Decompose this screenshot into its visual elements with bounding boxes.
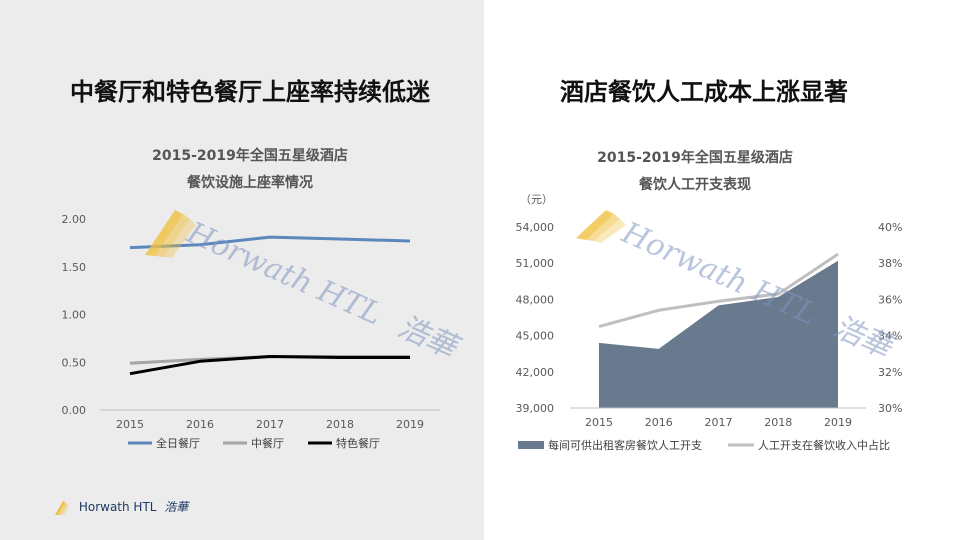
left-x-tick-label: 2016 xyxy=(186,418,214,431)
footer-logo-mark-icon xyxy=(55,500,69,515)
right-y2-tick-label: 34% xyxy=(878,330,902,343)
left-y-tick-label: 0.00 xyxy=(62,404,87,417)
left-y-tick-label: 1.50 xyxy=(62,261,87,274)
watermark-brand-cn-right: 浩華 xyxy=(827,309,900,367)
left-y-tick-label: 2.00 xyxy=(62,213,87,226)
labor-cost-area-chart: 39,000 42,000 45,000 48,000 51,000 54,000 30% 3… xyxy=(516,221,903,452)
left-series-line-0 xyxy=(129,235,411,250)
left-chart-title-line1: 2015-2019年全国五星级酒店 xyxy=(152,148,348,164)
right-y-tick-label: 42,000 xyxy=(516,366,555,379)
right-y2-tick-label: 40% xyxy=(878,221,902,234)
right-y-tick-label: 51,000 xyxy=(516,257,555,270)
right-legend-label-0: 每间可供出租客房餐饮人工开支 xyxy=(548,438,702,452)
left-y-tick-label: 0.50 xyxy=(62,356,87,369)
left-headline: 中餐厅和特色餐厅上座率持续低迷 xyxy=(70,78,430,106)
right-area-series xyxy=(599,260,838,408)
right-y2-tick-label: 32% xyxy=(878,366,902,379)
right-y-tick-label: 45,000 xyxy=(516,330,555,343)
watermark-left: Horwath HTL 浩華 xyxy=(145,210,465,367)
left-x-tick-label: 2017 xyxy=(256,418,284,431)
watermark-brand-en: Horwath HTL xyxy=(181,215,387,332)
right-y-tick-label: 48,000 xyxy=(516,293,555,306)
footer-brand-en: Horwath HTL xyxy=(78,500,157,514)
left-chart-title-line2: 餐饮设施上座率情况 xyxy=(187,175,313,191)
right-y2-tick-label: 36% xyxy=(878,293,902,306)
right-ratio-line xyxy=(598,252,839,328)
right-x-tick-label: 2017 xyxy=(705,416,733,429)
left-legend-label-0: 全日餐厅 xyxy=(156,436,200,450)
right-y-tick-label: 39,000 xyxy=(516,402,555,415)
right-chart-title: 2015-2019年全国五星级酒店 餐饮人工开支表现 xyxy=(545,145,845,199)
right-chart-title-line1: 2015-2019年全国五星级酒店 xyxy=(597,150,793,166)
right-x-tick-label: 2019 xyxy=(824,416,852,429)
right-x-tick-label: 2016 xyxy=(645,416,673,429)
left-chart-title: 2015-2019年全国五星级酒店 餐饮设施上座率情况 xyxy=(100,143,400,197)
left-panel-background xyxy=(0,0,484,540)
right-y-tick-label: 54,000 xyxy=(516,221,555,234)
right-headline: 酒店餐饮人工成本上涨显著 xyxy=(560,78,848,106)
right-x-tick-label: 2015 xyxy=(585,416,613,429)
right-y2-tick-label: 38% xyxy=(878,257,902,270)
watermark-logo-mark-icon xyxy=(145,210,196,258)
footer-logo: Horwath HTL 浩華 xyxy=(55,498,188,515)
footer-brand-cn: 浩華 xyxy=(164,500,189,514)
right-x-tick-label: 2018 xyxy=(764,416,792,429)
right-y2-tick-label: 30% xyxy=(878,402,902,415)
watermark-logo-mark-icon-right xyxy=(576,210,626,243)
left-x-tick-label: 2015 xyxy=(116,418,144,431)
left-x-tick-label: 2019 xyxy=(396,418,424,431)
right-legend-label-1: 人工开支在餐饮收入中占比 xyxy=(758,438,890,452)
left-axis-unit-label: （元） xyxy=(520,193,553,206)
right-legend-swatch-0 xyxy=(518,441,544,449)
left-legend-label-1: 中餐厅 xyxy=(251,436,284,450)
left-y-tick-label: 1.00 xyxy=(62,309,87,322)
right-panel-background xyxy=(484,0,960,540)
left-series-line-2 xyxy=(129,355,410,376)
occupancy-line-chart: 0.00 0.50 1.00 1.50 2.00 2015 2016 2017 2018 2019… xyxy=(62,213,440,450)
right-chart-title-line2: 餐饮人工开支表现 xyxy=(639,177,751,193)
left-x-tick-label: 2018 xyxy=(326,418,354,431)
left-legend-label-2: 特色餐厅 xyxy=(336,436,380,450)
